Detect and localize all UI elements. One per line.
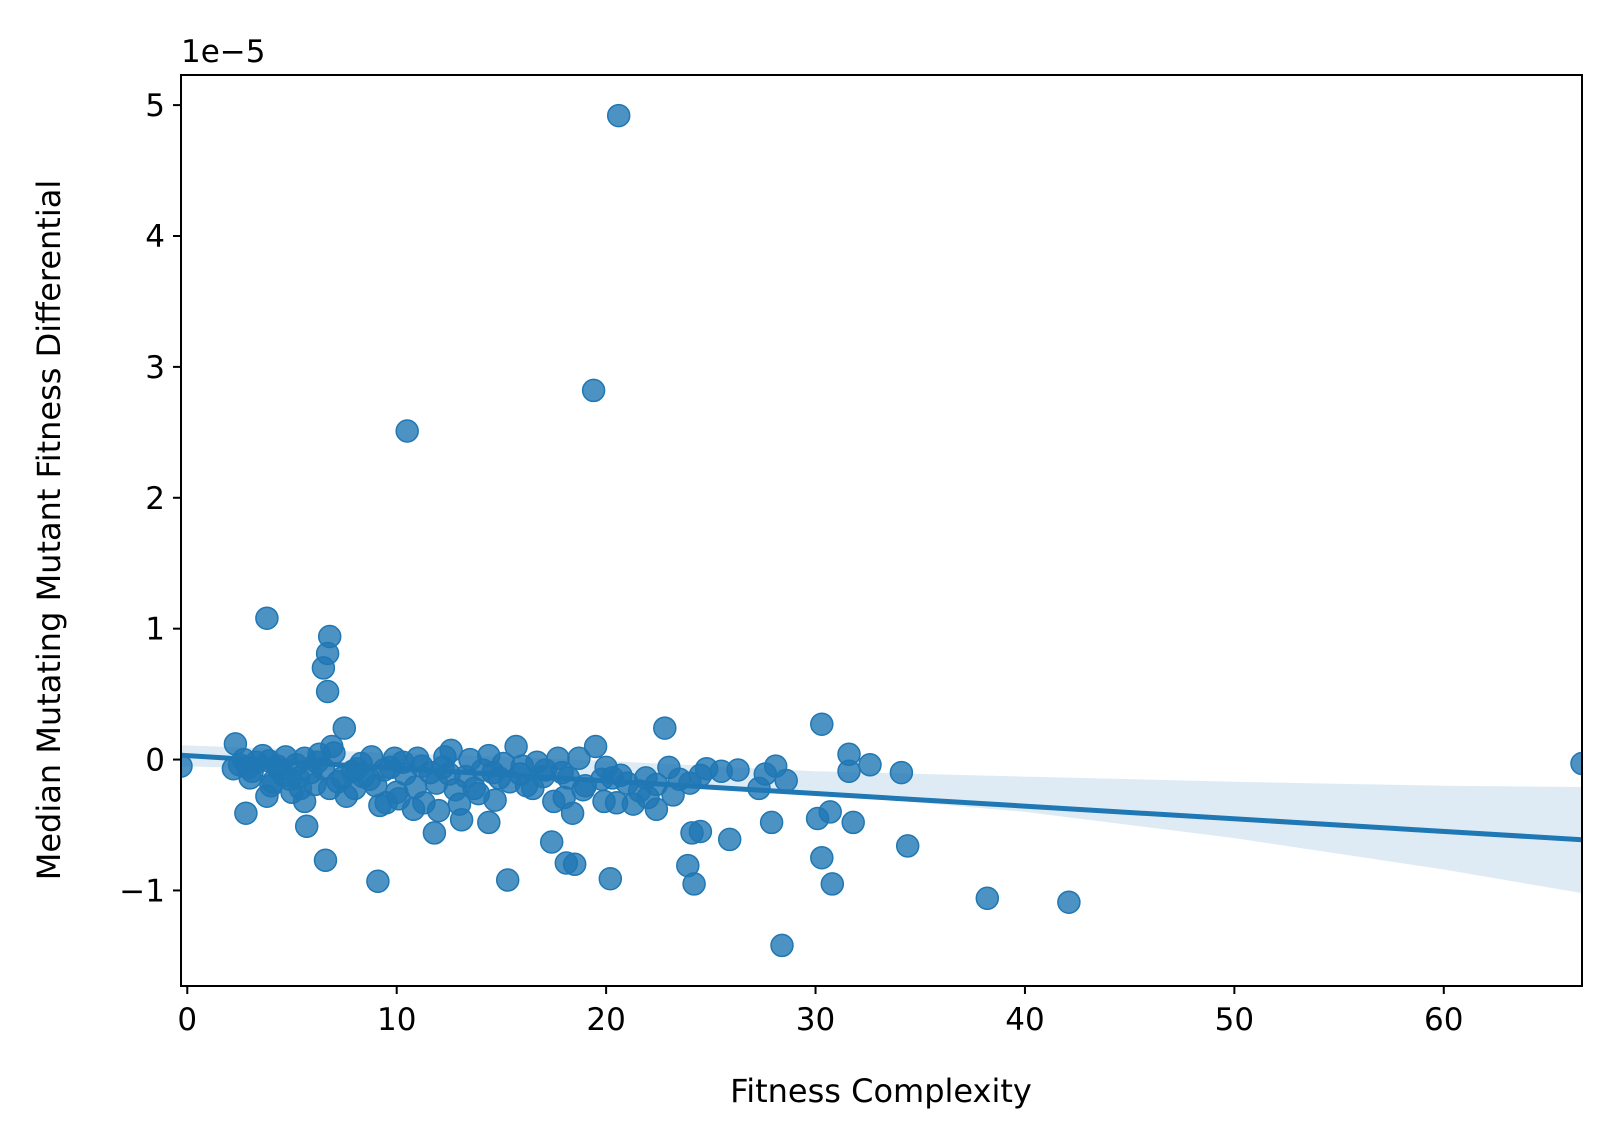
data-point — [311, 656, 336, 680]
data-point — [422, 821, 447, 845]
x-tick-label: 40 — [1005, 1002, 1044, 1038]
data-point — [1570, 751, 1582, 776]
y-tick-label: 3 — [145, 350, 165, 386]
plot-background — [181, 75, 1582, 986]
data-point — [234, 801, 258, 825]
data-point — [709, 759, 734, 784]
plot-frame — [180, 74, 1583, 987]
data-point — [567, 746, 591, 771]
confidence-band — [181, 745, 1582, 894]
data-point — [636, 785, 660, 810]
data-point — [688, 819, 713, 844]
data-point — [895, 834, 920, 858]
data-point — [774, 768, 798, 793]
data-point — [682, 872, 706, 896]
data-point — [343, 776, 367, 801]
y-tick-label: 0 — [145, 743, 165, 779]
x-tick-label: 30 — [796, 1002, 835, 1038]
data-point — [366, 869, 390, 894]
data-point — [818, 800, 842, 824]
data-point — [820, 872, 845, 896]
data-point — [458, 747, 482, 772]
y-axis-label: Median Mutating Mutant Fitness Different… — [30, 180, 68, 880]
data-point — [477, 810, 501, 835]
x-tick-label: 10 — [377, 1002, 416, 1038]
data-point — [653, 716, 677, 740]
x-tick-label: 60 — [1424, 1002, 1463, 1038]
data-point — [294, 814, 319, 839]
data-point — [495, 868, 520, 892]
data-point — [410, 754, 434, 778]
data-point — [562, 852, 587, 877]
data-point — [181, 754, 193, 778]
y-tick-label: 2 — [145, 481, 165, 517]
data-point — [889, 760, 914, 785]
data-point — [332, 716, 357, 740]
y-tick-label: −1 — [119, 873, 165, 909]
regression-line-layer — [181, 752, 1582, 843]
y-axis: −1 0 1 2 3 4 5 — [119, 88, 181, 909]
x-tick-label: 20 — [586, 1002, 625, 1038]
data-point — [717, 827, 742, 852]
x-tick-label: 0 — [177, 1002, 197, 1038]
data-point — [286, 766, 311, 790]
data-point — [466, 781, 491, 806]
data-point — [447, 792, 472, 816]
data-point — [315, 679, 340, 704]
data-point — [810, 845, 834, 870]
data-point — [539, 830, 564, 854]
regression-line — [181, 752, 1582, 843]
data-point — [384, 780, 409, 805]
data-point — [837, 759, 861, 784]
x-axis: 0 10 20 30 40 50 60 — [177, 986, 1464, 1038]
y-tick-label: 1 — [145, 612, 165, 648]
x-tick-label: 50 — [1215, 1002, 1254, 1038]
data-point — [598, 866, 623, 891]
data-point — [604, 791, 629, 815]
data-point — [313, 848, 338, 873]
data-point — [606, 103, 631, 128]
confidence-band-layer — [181, 745, 1582, 894]
data-point — [259, 773, 283, 798]
data-point — [594, 755, 618, 780]
data-point — [975, 886, 1000, 911]
x-axis-label: Fitness Complexity — [730, 1072, 1032, 1110]
data-point — [552, 785, 576, 810]
data-point — [810, 712, 834, 736]
data-point — [841, 810, 865, 835]
data-point — [583, 734, 608, 759]
data-point — [581, 378, 606, 403]
data-point — [858, 753, 882, 777]
y-tick-label: 5 — [145, 88, 165, 124]
y-tick-label: 4 — [145, 219, 165, 255]
data-point — [1057, 890, 1081, 914]
data-point — [759, 810, 784, 835]
y-offset-label: 1e−5 — [181, 34, 266, 70]
data-point — [770, 933, 794, 958]
data-point — [255, 606, 279, 630]
data-point — [395, 419, 419, 443]
